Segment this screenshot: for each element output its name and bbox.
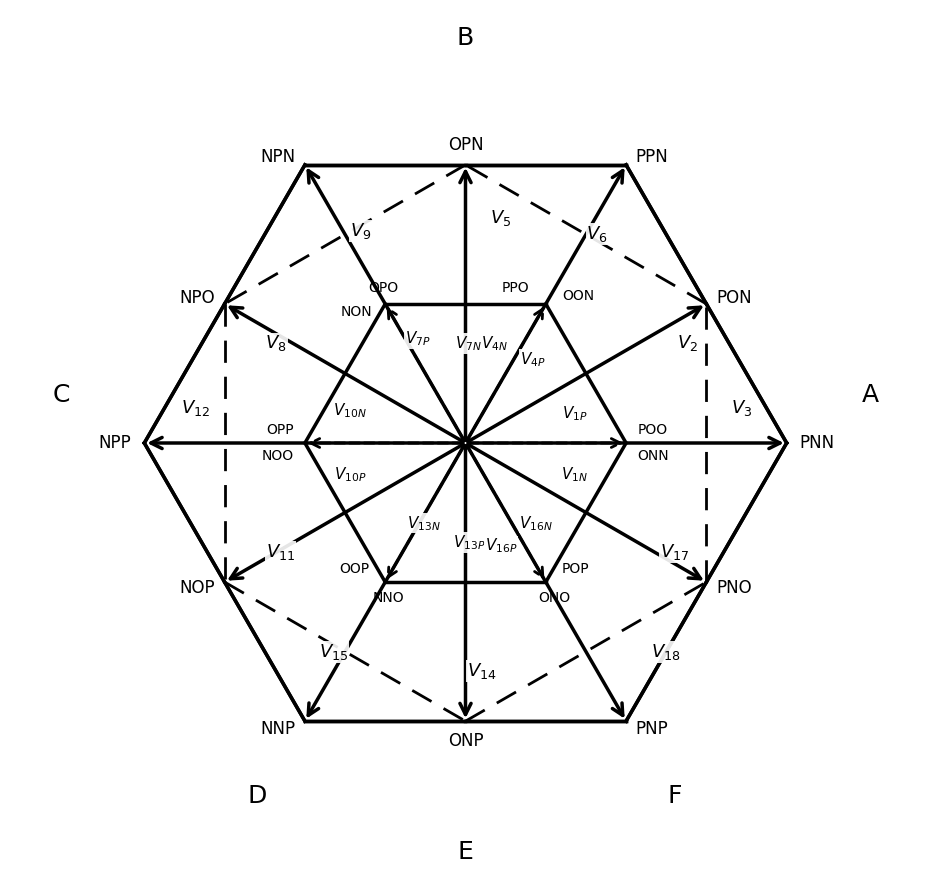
Text: $V_{16N}$: $V_{16N}$ [519, 514, 553, 532]
Text: $V_6$: $V_6$ [587, 224, 608, 245]
Text: $V_{12}$: $V_{12}$ [182, 398, 210, 417]
Text: PON: PON [716, 289, 751, 307]
Text: $V_8$: $V_8$ [265, 333, 287, 354]
Text: $V_{1N}$: $V_{1N}$ [561, 466, 588, 485]
Text: B: B [457, 27, 474, 51]
Text: $V_{10N}$: $V_{10N}$ [333, 401, 367, 420]
Text: OPO: OPO [368, 281, 398, 295]
Text: A: A [861, 383, 879, 407]
Text: OON: OON [561, 289, 594, 303]
Text: NON: NON [341, 305, 372, 319]
Text: $V_3$: $V_3$ [731, 398, 752, 417]
Text: PPO: PPO [502, 281, 530, 295]
Text: $V_{17}$: $V_{17}$ [660, 542, 689, 563]
Text: $V_{4N}$: $V_{4N}$ [481, 334, 507, 353]
Text: PNO: PNO [716, 579, 751, 597]
Text: F: F [667, 784, 681, 808]
Text: $V_{18}$: $V_{18}$ [652, 641, 681, 662]
Text: NPN: NPN [260, 148, 295, 166]
Text: NOO: NOO [262, 449, 293, 462]
Text: $V_{13P}$: $V_{13P}$ [452, 533, 485, 552]
Text: PNN: PNN [800, 434, 835, 452]
Text: NPP: NPP [99, 434, 131, 452]
Text: $V_9$: $V_9$ [350, 221, 371, 241]
Text: $V_{11}$: $V_{11}$ [266, 542, 295, 563]
Text: $V_{1P}$: $V_{1P}$ [562, 405, 587, 424]
Text: NOP: NOP [180, 579, 215, 597]
Text: POP: POP [561, 563, 589, 576]
Text: D: D [247, 784, 266, 808]
Text: C: C [52, 383, 70, 407]
Text: NPO: NPO [180, 289, 215, 307]
Text: $V_{16P}$: $V_{16P}$ [485, 536, 517, 556]
Text: PNP: PNP [636, 720, 668, 738]
Text: NNP: NNP [260, 720, 295, 738]
Text: OPP: OPP [266, 424, 293, 437]
Text: $V_{7N}$: $V_{7N}$ [455, 334, 482, 353]
Text: $V_{10P}$: $V_{10P}$ [333, 466, 366, 485]
Text: OPN: OPN [448, 136, 483, 153]
Text: POO: POO [638, 424, 668, 437]
Text: $V_{13N}$: $V_{13N}$ [407, 514, 440, 532]
Text: ONO: ONO [538, 591, 570, 605]
Text: $V_2$: $V_2$ [677, 333, 697, 354]
Text: ONN: ONN [638, 449, 669, 462]
Text: $V_{4P}$: $V_{4P}$ [520, 350, 546, 369]
Text: PPN: PPN [636, 148, 668, 166]
Text: $V_{7P}$: $V_{7P}$ [404, 330, 430, 348]
Text: $V_{14}$: $V_{14}$ [466, 661, 496, 681]
Text: $V_5$: $V_5$ [491, 208, 511, 229]
Text: NNO: NNO [372, 591, 404, 605]
Text: ONP: ONP [448, 733, 483, 750]
Text: $V_{15}$: $V_{15}$ [319, 641, 348, 662]
Text: OOP: OOP [339, 563, 370, 576]
Text: E: E [457, 841, 474, 865]
